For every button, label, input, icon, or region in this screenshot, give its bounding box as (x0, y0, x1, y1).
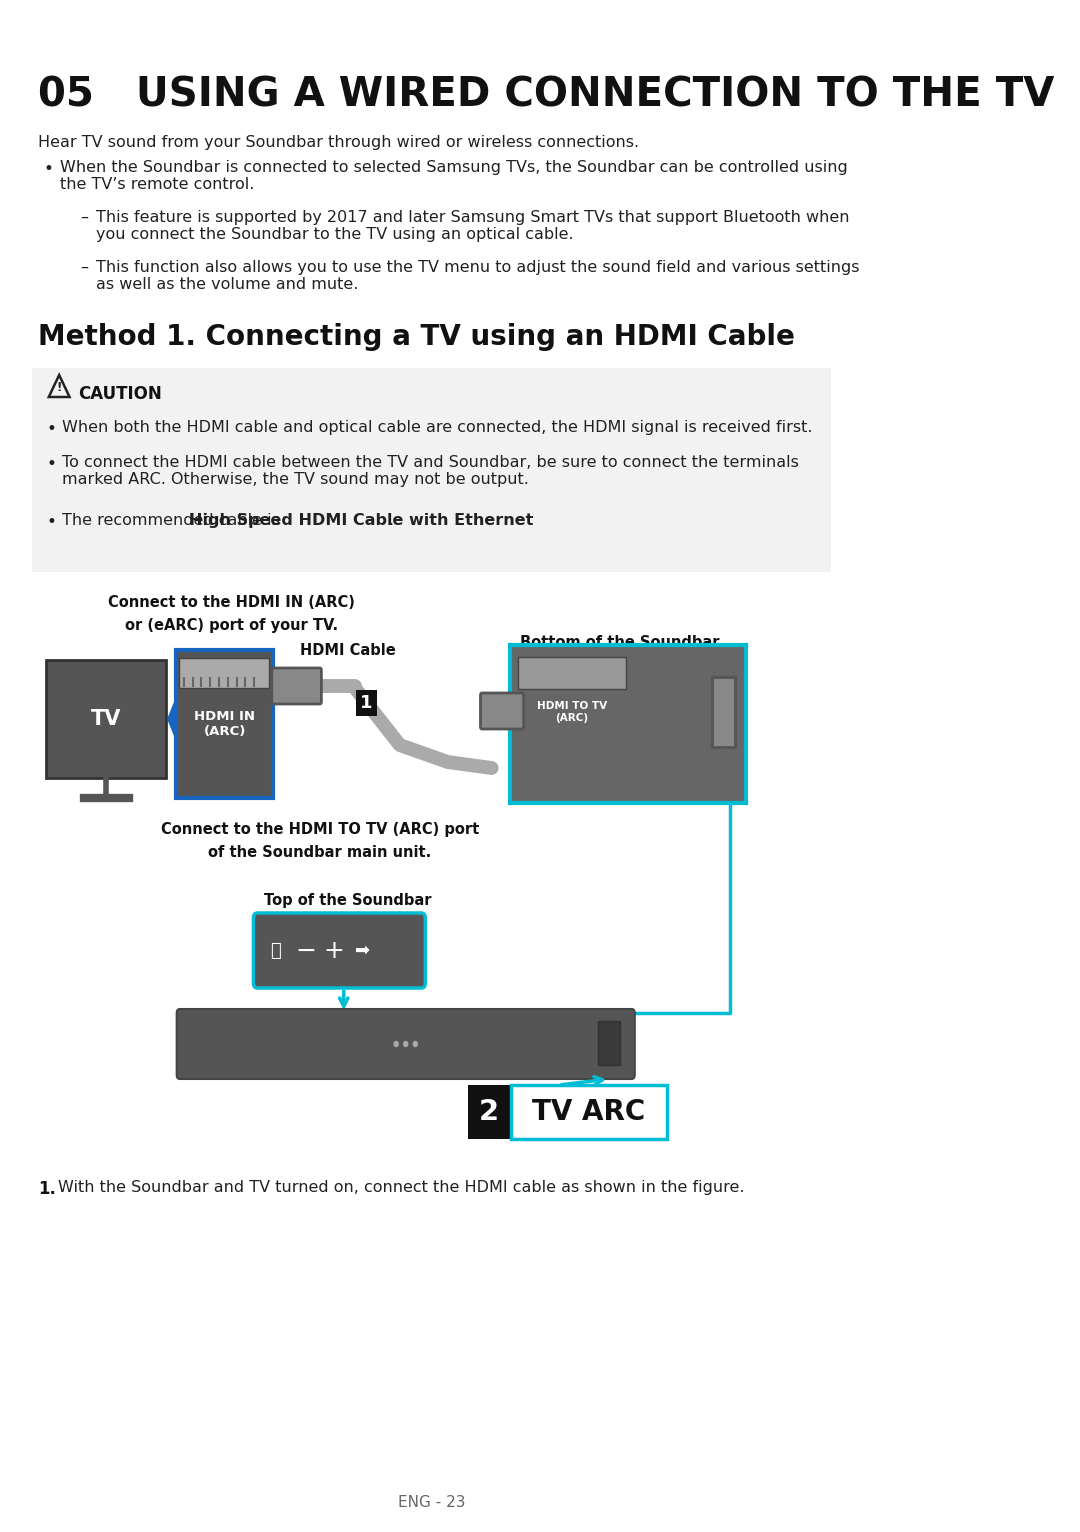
Text: This feature is supported by 2017 and later Samsung Smart TVs that support Bluet: This feature is supported by 2017 and la… (96, 210, 850, 242)
Circle shape (394, 1042, 399, 1046)
Text: CAUTION: CAUTION (79, 385, 162, 403)
FancyBboxPatch shape (177, 1010, 635, 1079)
Text: of the Soundbar main unit.: of the Soundbar main unit. (208, 846, 431, 859)
FancyBboxPatch shape (468, 1085, 511, 1138)
Text: –: – (80, 210, 87, 225)
Text: TV ARC: TV ARC (532, 1098, 646, 1126)
Text: 2: 2 (480, 1098, 499, 1126)
Text: With the Soundbar and TV turned on, connect the HDMI cable as shown in the figur: With the Soundbar and TV turned on, conn… (57, 1180, 744, 1195)
Text: Top of the Soundbar: Top of the Soundbar (264, 893, 432, 908)
Text: When both the HDMI cable and optical cable are connected, the HDMI signal is rec: When both the HDMI cable and optical cab… (63, 420, 813, 435)
Text: TV: TV (91, 709, 122, 729)
Circle shape (404, 1042, 408, 1046)
FancyBboxPatch shape (511, 1085, 666, 1138)
FancyBboxPatch shape (32, 368, 832, 571)
Text: 05   USING A WIRED CONNECTION TO THE TV: 05 USING A WIRED CONNECTION TO THE TV (39, 75, 1055, 115)
Text: Connect to the HDMI IN (ARC): Connect to the HDMI IN (ARC) (108, 594, 355, 610)
FancyBboxPatch shape (518, 657, 626, 689)
FancyBboxPatch shape (510, 645, 746, 803)
FancyBboxPatch shape (272, 668, 322, 705)
Text: Method 1. Connecting a TV using an HDMI Cable: Method 1. Connecting a TV using an HDMI … (39, 323, 795, 351)
FancyBboxPatch shape (481, 692, 524, 729)
Text: This function also allows you to use the TV menu to adjust the sound field and v: This function also allows you to use the… (96, 260, 860, 293)
FancyBboxPatch shape (179, 659, 269, 688)
FancyBboxPatch shape (176, 650, 273, 798)
Polygon shape (167, 703, 174, 735)
Text: HDMI Cable: HDMI Cable (300, 643, 395, 659)
Text: •: • (44, 159, 54, 178)
Text: !: ! (56, 381, 62, 394)
Text: •: • (46, 455, 56, 473)
Text: –: – (80, 260, 87, 276)
FancyBboxPatch shape (46, 660, 166, 778)
Text: When the Soundbar is connected to selected Samsung TVs, the Soundbar can be cont: When the Soundbar is connected to select… (60, 159, 848, 193)
FancyBboxPatch shape (713, 677, 734, 748)
Circle shape (414, 1042, 417, 1046)
Text: HDMI TO TV
(ARC): HDMI TO TV (ARC) (537, 702, 607, 723)
FancyBboxPatch shape (598, 1020, 620, 1065)
Text: To connect the HDMI cable between the TV and Soundbar, be sure to connect the te: To connect the HDMI cable between the TV… (63, 455, 799, 487)
FancyBboxPatch shape (355, 689, 377, 715)
Text: .: . (388, 513, 393, 529)
Text: 1.: 1. (39, 1180, 56, 1198)
Text: The recommended cable is: The recommended cable is (63, 513, 285, 529)
Text: −: − (296, 939, 316, 962)
Text: ➡: ➡ (355, 942, 370, 959)
Text: HDMI IN
(ARC): HDMI IN (ARC) (194, 709, 255, 738)
Text: Hear TV sound from your Soundbar through wired or wireless connections.: Hear TV sound from your Soundbar through… (39, 135, 639, 150)
Text: Bottom of the Soundbar: Bottom of the Soundbar (519, 634, 719, 650)
Text: •: • (46, 513, 56, 532)
Text: High Speed HDMI Cable with Ethernet: High Speed HDMI Cable with Ethernet (189, 513, 534, 529)
Text: Connect to the HDMI TO TV (ARC) port: Connect to the HDMI TO TV (ARC) port (161, 823, 478, 836)
Text: or (eARC) port of your TV.: or (eARC) port of your TV. (125, 617, 338, 633)
Text: ENG - 23: ENG - 23 (397, 1495, 465, 1511)
Text: •: • (46, 420, 56, 438)
Text: +: + (323, 939, 343, 962)
FancyBboxPatch shape (254, 913, 426, 988)
Text: ⏻: ⏻ (270, 942, 281, 959)
Text: 1: 1 (360, 694, 373, 712)
